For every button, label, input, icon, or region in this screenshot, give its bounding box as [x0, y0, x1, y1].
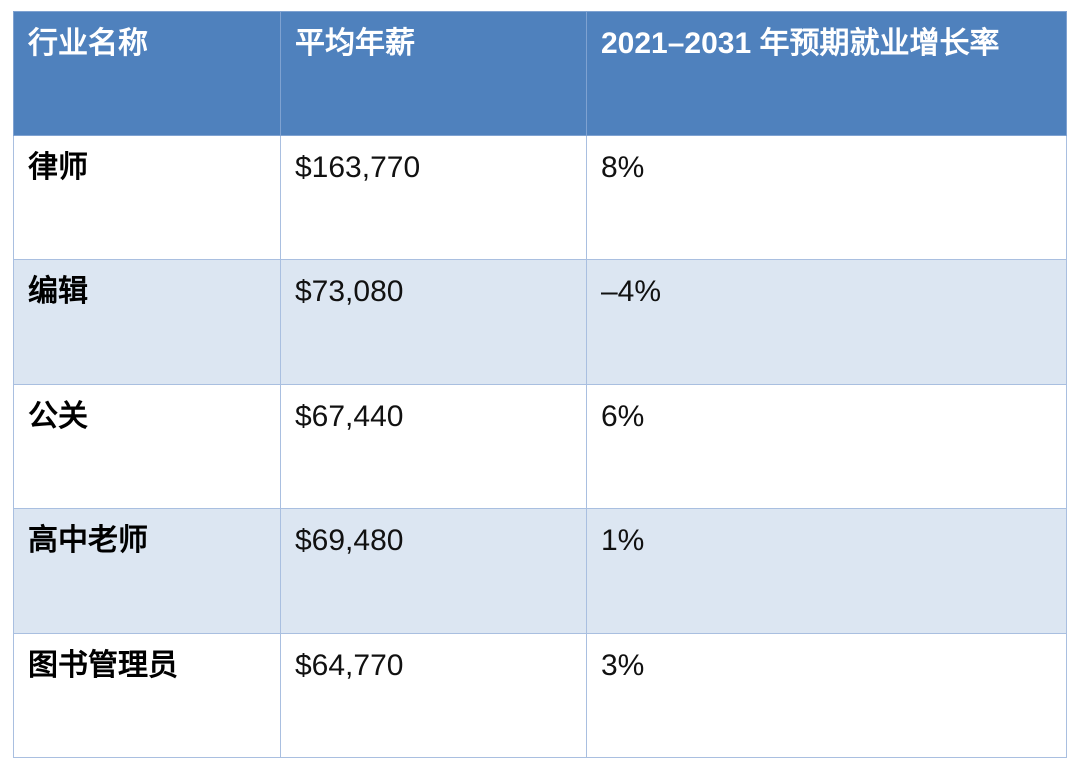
header-growth-rate: 2021–2031 年预期就业增长率 — [586, 11, 1067, 136]
growth-cell: 8% — [586, 134, 1067, 261]
growth-cell: 6% — [586, 383, 1067, 510]
occupation-cell: 高中老师 — [13, 508, 281, 634]
header-average-salary: 平均年薪 — [280, 11, 587, 136]
occupation-salary-table: 行业名称 平均年薪 2021–2031 年预期就业增长率 律师 $163,770… — [13, 11, 1067, 759]
table-row: 公关 $67,440 6% — [13, 383, 1067, 510]
occupation-cell: 编辑 — [13, 259, 281, 385]
growth-cell: –4% — [586, 259, 1067, 385]
table-row: 高中老师 $69,480 1% — [13, 508, 1067, 634]
table-row: 律师 $163,770 8% — [13, 134, 1067, 261]
salary-cell: $73,080 — [280, 259, 587, 385]
table-header-row: 行业名称 平均年薪 2021–2031 年预期就业增长率 — [13, 11, 1067, 136]
salary-cell: $64,770 — [280, 632, 587, 759]
table-row: 编辑 $73,080 –4% — [13, 259, 1067, 385]
growth-cell: 1% — [586, 508, 1067, 634]
occupation-cell: 公关 — [13, 383, 281, 510]
occupation-cell: 律师 — [13, 134, 281, 261]
growth-cell: 3% — [586, 632, 1067, 759]
salary-cell: $163,770 — [280, 134, 587, 261]
occupation-cell: 图书管理员 — [13, 632, 281, 759]
salary-cell: $69,480 — [280, 508, 587, 634]
table-row: 图书管理员 $64,770 3% — [13, 632, 1067, 759]
header-occupation: 行业名称 — [13, 11, 281, 136]
salary-cell: $67,440 — [280, 383, 587, 510]
